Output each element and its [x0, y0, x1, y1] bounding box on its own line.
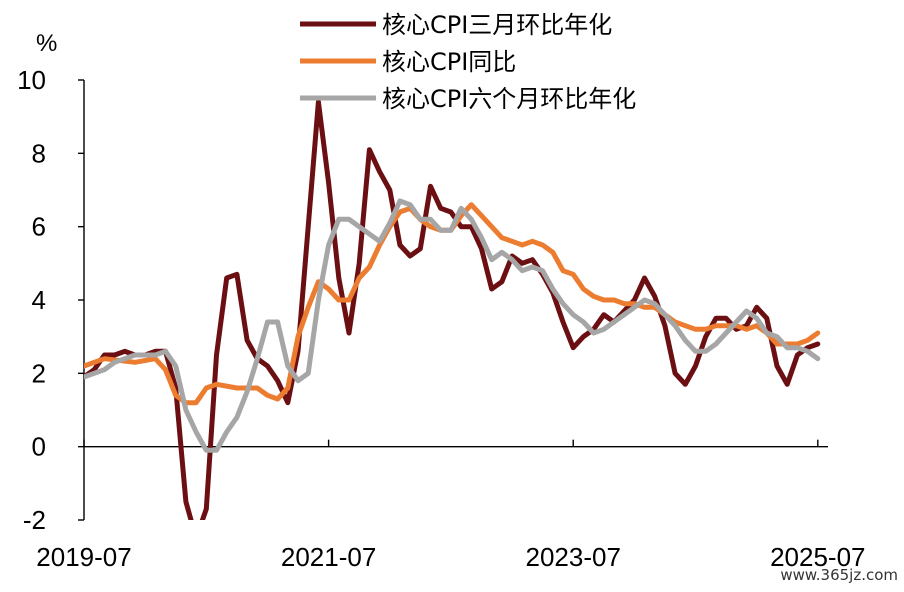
y-tick-label: 10: [17, 65, 46, 95]
legend-label: 核心CPI同比: [382, 48, 516, 76]
watermark: www.365jz.com: [780, 566, 898, 584]
y-tick-label: 8: [32, 138, 46, 168]
y-tick-label: -2: [23, 505, 46, 535]
x-tick-labels: 2019-07 2021-07 2023-07 2025-07: [36, 542, 865, 572]
y-tick-label: 0: [32, 432, 46, 462]
series-lines: [84, 99, 821, 520]
y-tick-labels: -2 0 2 4 6 8 10: [17, 65, 46, 535]
y-tick-label: 6: [32, 212, 46, 242]
y-unit-label: %: [36, 30, 57, 57]
legend-label: 核心CPI六个月环比年化: [382, 85, 636, 113]
series-line: [84, 99, 821, 520]
y-tick-label: 4: [32, 285, 46, 315]
x-tick-label: 2025-07: [770, 542, 865, 572]
x-tick-label: 2019-07: [36, 542, 131, 572]
y-tick-label: 2: [32, 358, 46, 388]
legend-label: 核心CPI三月环比年化: [382, 11, 612, 39]
axes: [78, 79, 828, 521]
series-line: [84, 202, 821, 406]
x-tick-label: 2023-07: [525, 542, 620, 572]
series-line: [84, 198, 821, 453]
x-tick-label: 2021-07: [281, 542, 376, 572]
